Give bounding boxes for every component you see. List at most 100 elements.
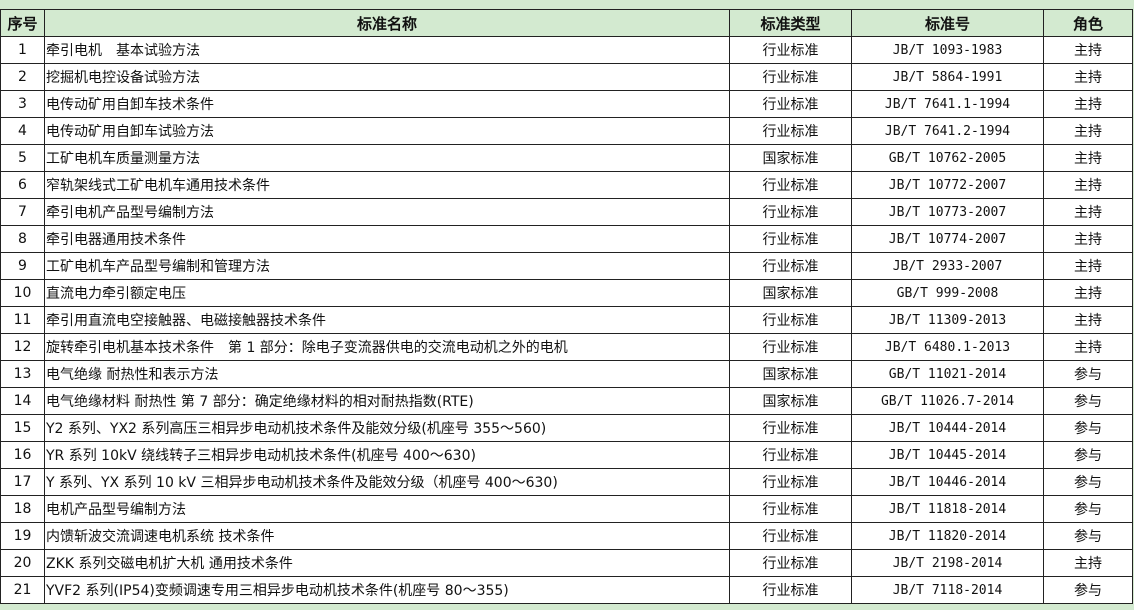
cell-code[interactable]: JB/T 7641.2-1994 xyxy=(851,117,1044,145)
cell-role[interactable]: 主持 xyxy=(1043,279,1133,307)
cell-role[interactable]: 主持 xyxy=(1043,333,1133,361)
cell-code[interactable]: GB/T 999-2008 xyxy=(851,279,1044,307)
cell-name[interactable]: 牵引电机产品型号编制方法 xyxy=(44,198,730,226)
cell-role[interactable]: 主持 xyxy=(1043,90,1133,118)
cell-index[interactable]: 1 xyxy=(0,36,45,64)
header-code[interactable]: 标准号 xyxy=(851,9,1044,37)
cell-index[interactable]: 7 xyxy=(0,198,45,226)
cell-role[interactable]: 参与 xyxy=(1043,387,1133,415)
cell-name[interactable]: Y 系列、YX 系列 10 kV 三相异步电动机技术条件及能效分级（机座号 40… xyxy=(44,468,730,496)
cell-role[interactable]: 参与 xyxy=(1043,468,1133,496)
header-type[interactable]: 标准类型 xyxy=(729,9,852,37)
cell-role[interactable]: 主持 xyxy=(1043,144,1133,172)
cell-code[interactable]: JB/T 11820-2014 xyxy=(851,522,1044,550)
cell-index[interactable]: 2 xyxy=(0,63,45,91)
cell-code[interactable]: JB/T 10446-2014 xyxy=(851,468,1044,496)
cell-index[interactable]: 20 xyxy=(0,549,45,577)
cell-code[interactable]: JB/T 10445-2014 xyxy=(851,441,1044,469)
cell-role[interactable]: 主持 xyxy=(1043,63,1133,91)
cell-code[interactable]: JB/T 6480.1-2013 xyxy=(851,333,1044,361)
cell-name[interactable]: YVF2 系列(IP54)变频调速专用三相异步电动机技术条件(机座号 80～35… xyxy=(44,576,730,604)
cell-index[interactable]: 16 xyxy=(0,441,45,469)
cell-index[interactable]: 15 xyxy=(0,414,45,442)
cell-code[interactable]: JB/T 11309-2013 xyxy=(851,306,1044,334)
cell-type[interactable]: 国家标准 xyxy=(729,279,852,307)
cell-code[interactable]: GB/T 11021-2014 xyxy=(851,360,1044,388)
cell-type[interactable]: 行业标准 xyxy=(729,36,852,64)
cell-index[interactable]: 21 xyxy=(0,576,45,604)
cell-name[interactable]: 牵引电机 基本试验方法 xyxy=(44,36,730,64)
cell-type[interactable]: 行业标准 xyxy=(729,549,852,577)
cell-code[interactable]: JB/T 5864-1991 xyxy=(851,63,1044,91)
cell-type[interactable]: 行业标准 xyxy=(729,468,852,496)
cell-code[interactable]: JB/T 11818-2014 xyxy=(851,495,1044,523)
cell-type[interactable]: 行业标准 xyxy=(729,414,852,442)
cell-name[interactable]: 直流电力牵引额定电压 xyxy=(44,279,730,307)
cell-index[interactable]: 3 xyxy=(0,90,45,118)
cell-role[interactable]: 主持 xyxy=(1043,306,1133,334)
cell-role[interactable]: 主持 xyxy=(1043,225,1133,253)
cell-index[interactable]: 18 xyxy=(0,495,45,523)
cell-code[interactable]: JB/T 2933-2007 xyxy=(851,252,1044,280)
cell-type[interactable]: 行业标准 xyxy=(729,576,852,604)
cell-name[interactable]: YR 系列 10kV 绕线转子三相异步电动机技术条件(机座号 400～630) xyxy=(44,441,730,469)
cell-code[interactable]: JB/T 10772-2007 xyxy=(851,171,1044,199)
cell-role[interactable]: 主持 xyxy=(1043,117,1133,145)
header-role[interactable]: 角色 xyxy=(1043,9,1133,37)
cell-role[interactable]: 主持 xyxy=(1043,171,1133,199)
cell-index[interactable]: 10 xyxy=(0,279,45,307)
cell-code[interactable]: JB/T 10444-2014 xyxy=(851,414,1044,442)
cell-name[interactable]: 工矿电机车产品型号编制和管理方法 xyxy=(44,252,730,280)
cell-name[interactable]: 挖掘机电控设备试验方法 xyxy=(44,63,730,91)
cell-code[interactable]: JB/T 10774-2007 xyxy=(851,225,1044,253)
cell-type[interactable]: 行业标准 xyxy=(729,198,852,226)
cell-index[interactable]: 8 xyxy=(0,225,45,253)
cell-name[interactable]: 电传动矿用自卸车试验方法 xyxy=(44,117,730,145)
cell-index[interactable]: 17 xyxy=(0,468,45,496)
cell-type[interactable]: 行业标准 xyxy=(729,522,852,550)
cell-type[interactable]: 行业标准 xyxy=(729,306,852,334)
cell-name[interactable]: 旋转牵引电机基本技术条件 第 1 部分：除电子变流器供电的交流电动机之外的电机 xyxy=(44,333,730,361)
cell-name[interactable]: 内馈斩波交流调速电机系统 技术条件 xyxy=(44,522,730,550)
cell-name[interactable]: 电气绝缘材料 耐热性 第 7 部分：确定绝缘材料的相对耐热指数(RTE) xyxy=(44,387,730,415)
cell-type[interactable]: 行业标准 xyxy=(729,225,852,253)
cell-type[interactable]: 行业标准 xyxy=(729,252,852,280)
cell-type[interactable]: 行业标准 xyxy=(729,495,852,523)
cell-index[interactable]: 5 xyxy=(0,144,45,172)
cell-index[interactable]: 12 xyxy=(0,333,45,361)
cell-type[interactable]: 行业标准 xyxy=(729,63,852,91)
cell-role[interactable]: 参与 xyxy=(1043,522,1133,550)
cell-index[interactable]: 9 xyxy=(0,252,45,280)
cell-type[interactable]: 行业标准 xyxy=(729,333,852,361)
cell-name[interactable]: Y2 系列、YX2 系列高压三相异步电动机技术条件及能效分级(机座号 355～5… xyxy=(44,414,730,442)
cell-role[interactable]: 参与 xyxy=(1043,576,1133,604)
cell-role[interactable]: 参与 xyxy=(1043,441,1133,469)
cell-name[interactable]: 电气绝缘 耐热性和表示方法 xyxy=(44,360,730,388)
cell-type[interactable]: 行业标准 xyxy=(729,117,852,145)
cell-code[interactable]: GB/T 10762-2005 xyxy=(851,144,1044,172)
cell-code[interactable]: JB/T 1093-1983 xyxy=(851,36,1044,64)
cell-role[interactable]: 参与 xyxy=(1043,360,1133,388)
cell-role[interactable]: 主持 xyxy=(1043,252,1133,280)
cell-code[interactable]: JB/T 10773-2007 xyxy=(851,198,1044,226)
cell-role[interactable]: 主持 xyxy=(1043,198,1133,226)
cell-type[interactable]: 行业标准 xyxy=(729,441,852,469)
cell-name[interactable]: 牵引用直流电空接触器、电磁接触器技术条件 xyxy=(44,306,730,334)
cell-type[interactable]: 国家标准 xyxy=(729,144,852,172)
cell-name[interactable]: 牵引电器通用技术条件 xyxy=(44,225,730,253)
cell-name[interactable]: 工矿电机车质量测量方法 xyxy=(44,144,730,172)
cell-index[interactable]: 13 xyxy=(0,360,45,388)
header-index[interactable]: 序号 xyxy=(0,9,45,37)
cell-type[interactable]: 国家标准 xyxy=(729,360,852,388)
cell-role[interactable]: 参与 xyxy=(1043,414,1133,442)
cell-name[interactable]: 窄轨架线式工矿电机车通用技术条件 xyxy=(44,171,730,199)
cell-type[interactable]: 行业标准 xyxy=(729,171,852,199)
header-name[interactable]: 标准名称 xyxy=(44,9,730,37)
cell-role[interactable]: 主持 xyxy=(1043,36,1133,64)
cell-index[interactable]: 11 xyxy=(0,306,45,334)
cell-index[interactable]: 4 xyxy=(0,117,45,145)
cell-code[interactable]: JB/T 2198-2014 xyxy=(851,549,1044,577)
cell-type[interactable]: 国家标准 xyxy=(729,387,852,415)
cell-type[interactable]: 行业标准 xyxy=(729,90,852,118)
cell-name[interactable]: 电传动矿用自卸车技术条件 xyxy=(44,90,730,118)
